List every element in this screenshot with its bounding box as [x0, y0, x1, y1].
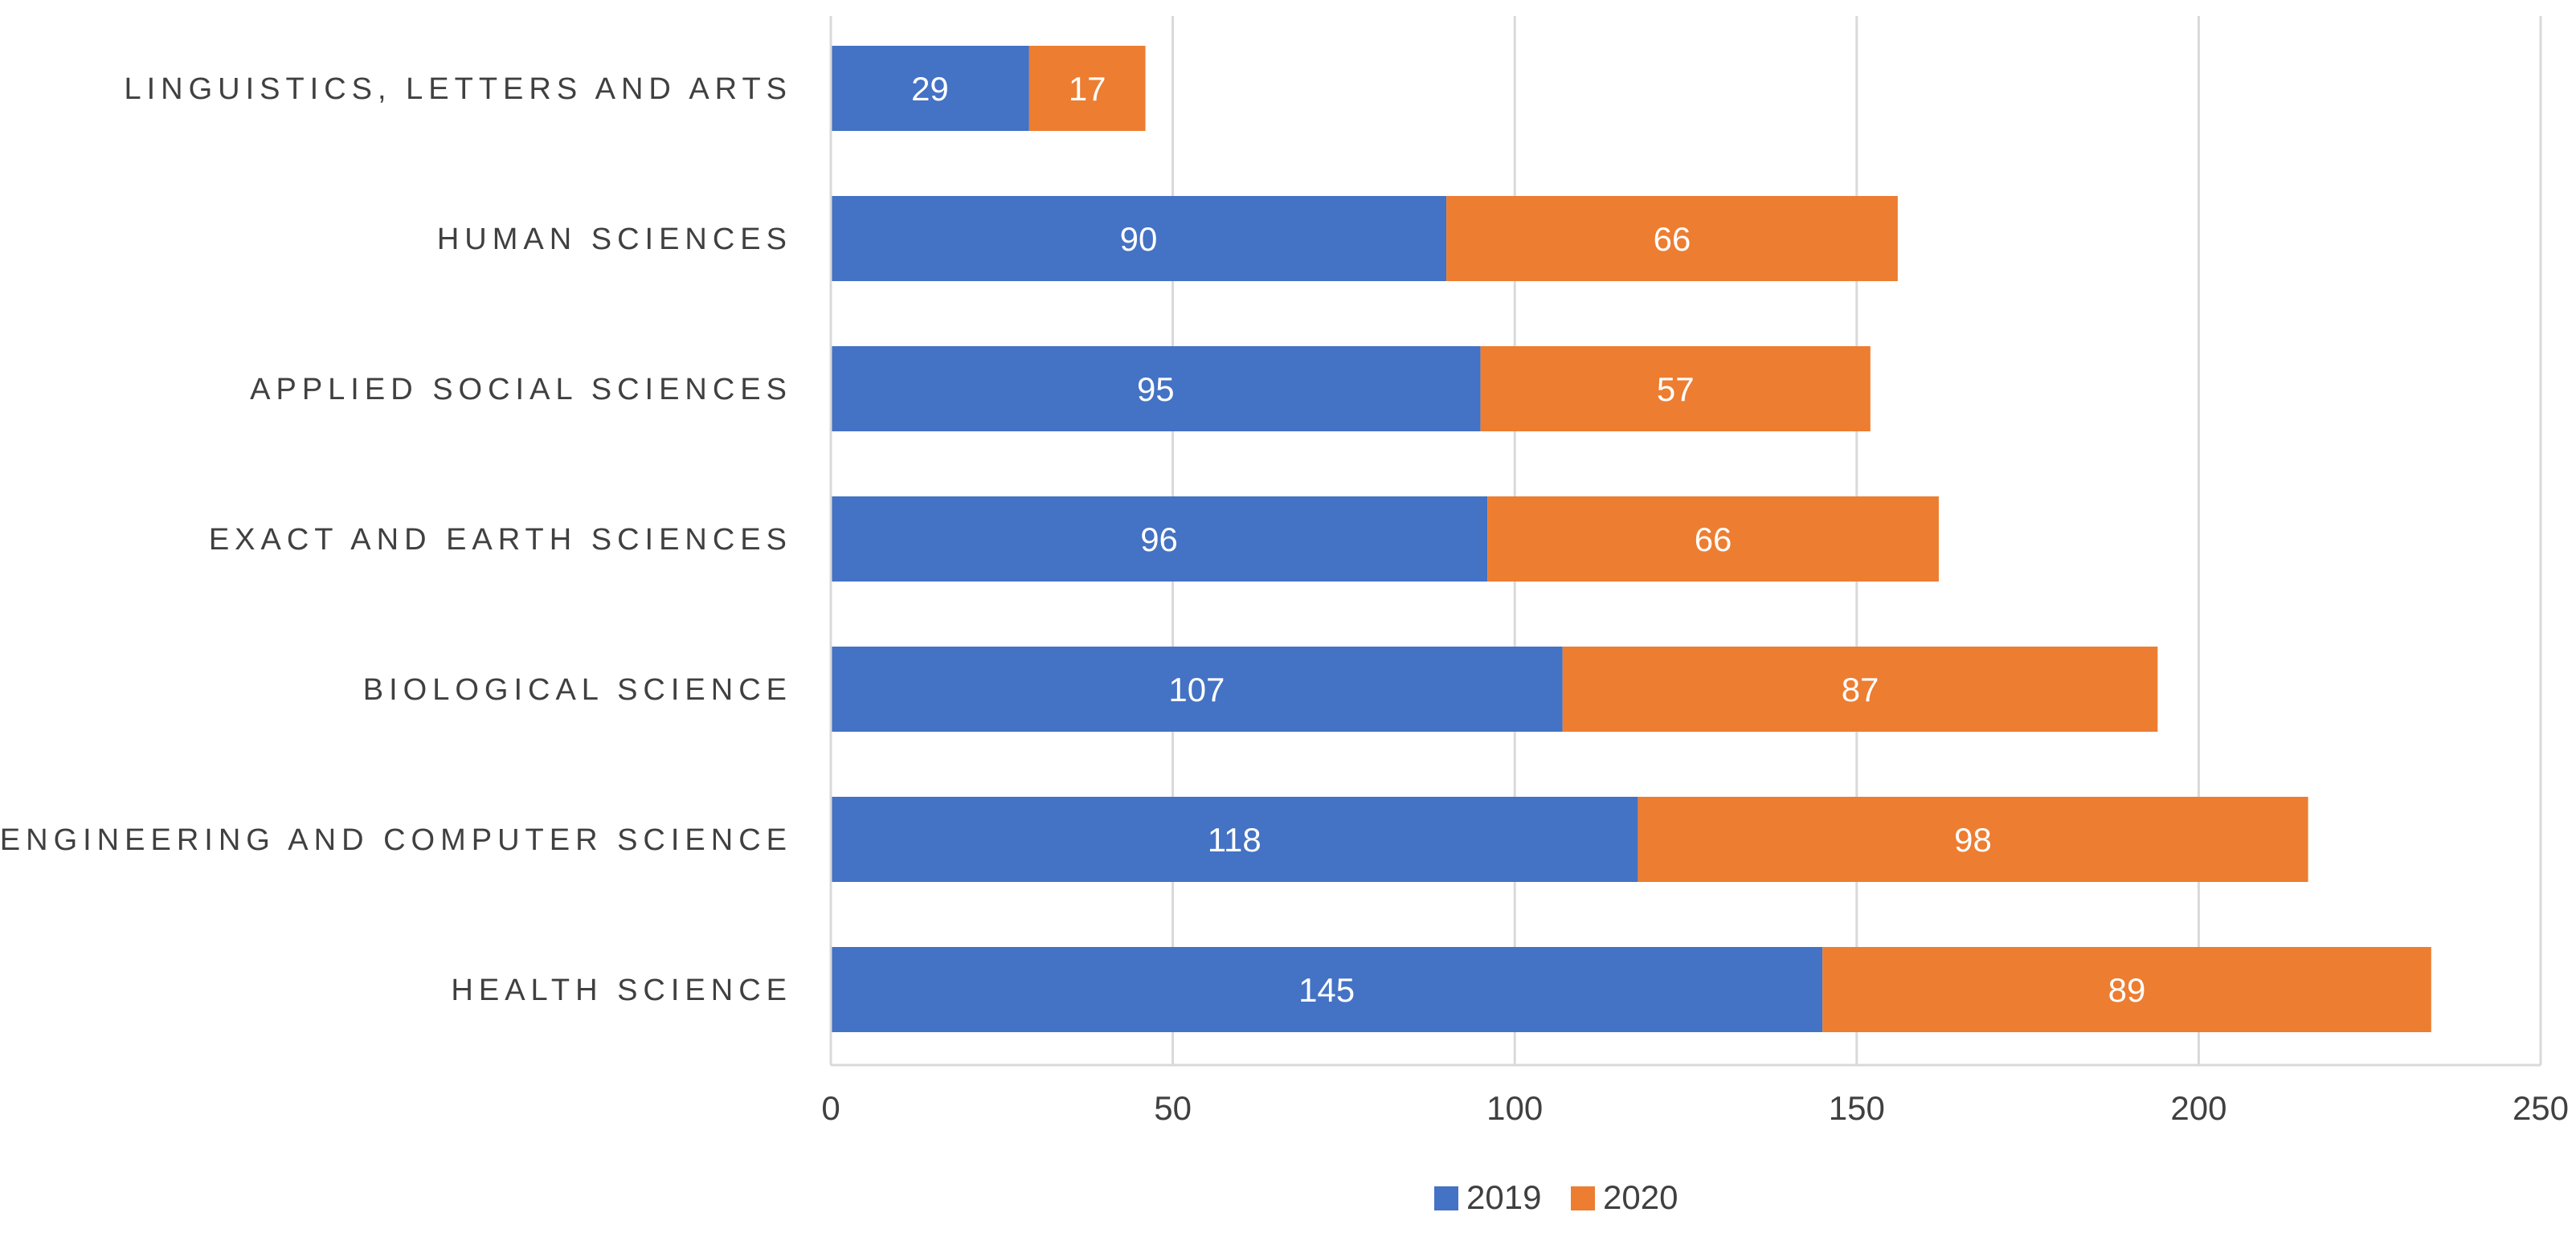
bars	[831, 46, 2431, 1032]
legend-label-2020: 2020	[1603, 1178, 1678, 1216]
category-label-1: HUMAN SCIENCES	[437, 222, 792, 256]
bar-2020-5	[1638, 797, 2308, 882]
data-label-2020-2: 57	[1657, 370, 1695, 408]
bar-2019-5	[831, 797, 1638, 882]
data-label-2019-0: 29	[911, 70, 949, 108]
legend-swatch-2019	[1434, 1186, 1458, 1210]
bar-2020-2	[1480, 346, 1871, 431]
data-label-2020-5: 98	[1954, 821, 1992, 859]
legend: 2019 2020	[1434, 1178, 1678, 1216]
data-label-2019-4: 107	[1168, 671, 1225, 708]
bar-2020-1	[1446, 196, 1898, 281]
data-label-2020-0: 17	[1069, 70, 1106, 108]
bar-2019-2	[831, 346, 1481, 431]
x-tick-label-150: 150	[1829, 1089, 1885, 1127]
category-label-6: HEALTH SCIENCE	[451, 974, 792, 1007]
category-label-5: ENGINEERING AND COMPUTER SCIENCE	[0, 823, 792, 857]
bar-2019-3	[831, 496, 1488, 582]
legend-swatch-2020	[1571, 1186, 1595, 1210]
data-labels: 29 17 90 66 95 57 96 66 107 87 118 98 145 89	[911, 70, 2145, 1009]
bar-2019-0	[831, 46, 1029, 131]
data-label-2019-3: 96	[1140, 520, 1178, 558]
data-label-2020-6: 89	[2108, 971, 2146, 1009]
x-tick-label-200: 200	[2170, 1089, 2226, 1127]
data-label-2020-3: 66	[1695, 520, 1732, 558]
category-label-3: EXACT AND EARTH SCIENCES	[209, 523, 792, 557]
legend-label-2019: 2019	[1466, 1178, 1541, 1216]
data-label-2019-6: 145	[1298, 971, 1355, 1009]
bar-2020-0	[1028, 46, 1146, 131]
bar-2019-1	[831, 196, 1447, 281]
x-tick-label-0: 0	[821, 1089, 840, 1127]
data-label-2019-2: 95	[1137, 370, 1175, 408]
data-label-2019-1: 90	[1120, 220, 1158, 258]
category-label-2: APPLIED SOCIAL SCIENCES	[250, 373, 792, 406]
bar-2019-6	[831, 947, 1823, 1032]
category-label-4: BIOLOGICAL SCIENCE	[363, 673, 792, 707]
bar-2020-3	[1487, 496, 1939, 582]
category-label-0: LINGUISTICS, LETTERS AND ARTS	[124, 72, 792, 106]
x-tick-label-100: 100	[1486, 1089, 1543, 1127]
x-tick-label-250: 250	[2513, 1089, 2569, 1127]
data-label-2020-1: 66	[1654, 220, 1691, 258]
bar-2020-4	[1562, 647, 2158, 732]
axes: 0 50 100 150 200 250 LINGUISTICS, LETTERS AND …	[0, 16, 2569, 1127]
bar-2020-6	[1822, 947, 2431, 1032]
data-label-2020-4: 87	[1842, 671, 1879, 708]
data-label-2019-5: 118	[1208, 821, 1261, 859]
bar-2019-4	[831, 647, 1563, 732]
x-tick-label-50: 50	[1154, 1089, 1192, 1127]
